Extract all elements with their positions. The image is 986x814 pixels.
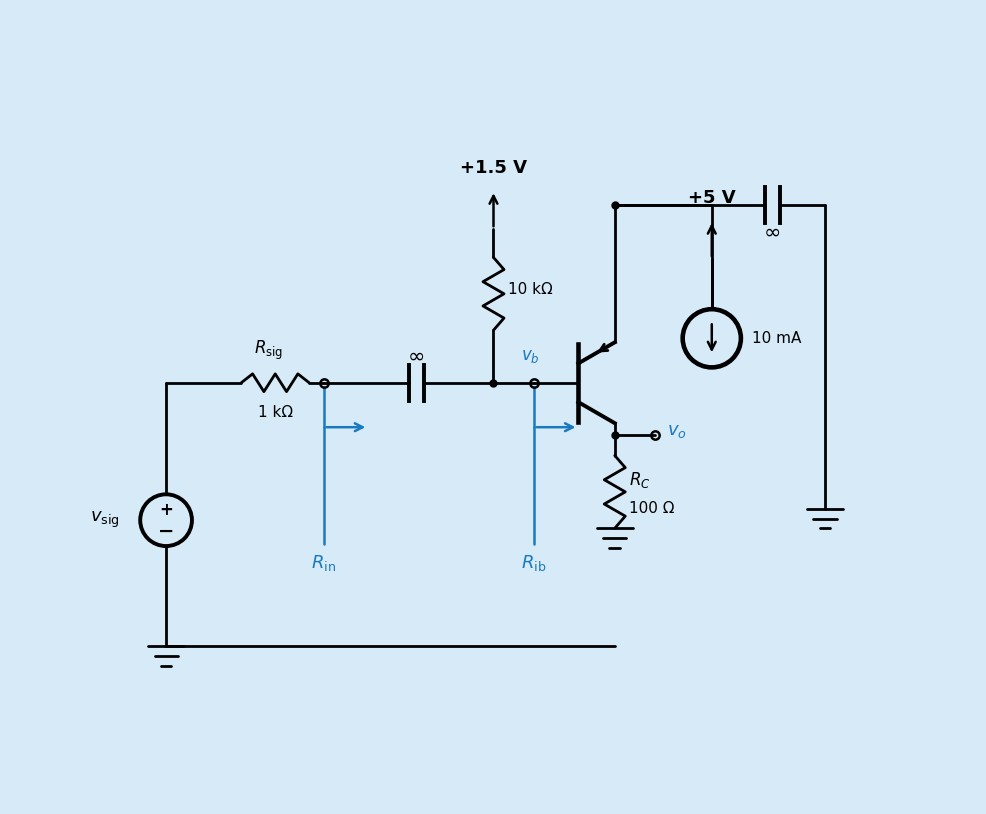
Text: ∞: ∞ xyxy=(407,347,425,366)
Text: +1.5 V: +1.5 V xyxy=(459,159,527,177)
Text: $R_C$: $R_C$ xyxy=(629,470,651,490)
Text: ∞: ∞ xyxy=(763,223,780,243)
Text: $R_\mathrm{ib}$: $R_\mathrm{ib}$ xyxy=(521,553,546,572)
Text: +: + xyxy=(159,501,173,519)
Text: 10 mA: 10 mA xyxy=(751,330,801,346)
Text: −: − xyxy=(158,522,175,541)
Text: +5 V: +5 V xyxy=(687,189,735,207)
Text: $v_\mathrm{sig}$: $v_\mathrm{sig}$ xyxy=(90,510,119,530)
Text: $v_b$: $v_b$ xyxy=(520,347,538,365)
Text: 10 kΩ: 10 kΩ xyxy=(508,282,552,297)
Text: $R_\mathrm{sig}$: $R_\mathrm{sig}$ xyxy=(253,339,283,361)
Text: 100 Ω: 100 Ω xyxy=(629,501,674,515)
Text: 1 kΩ: 1 kΩ xyxy=(257,405,293,420)
Text: $v_o$: $v_o$ xyxy=(667,422,686,440)
Text: $R_\mathrm{in}$: $R_\mathrm{in}$ xyxy=(311,553,336,572)
